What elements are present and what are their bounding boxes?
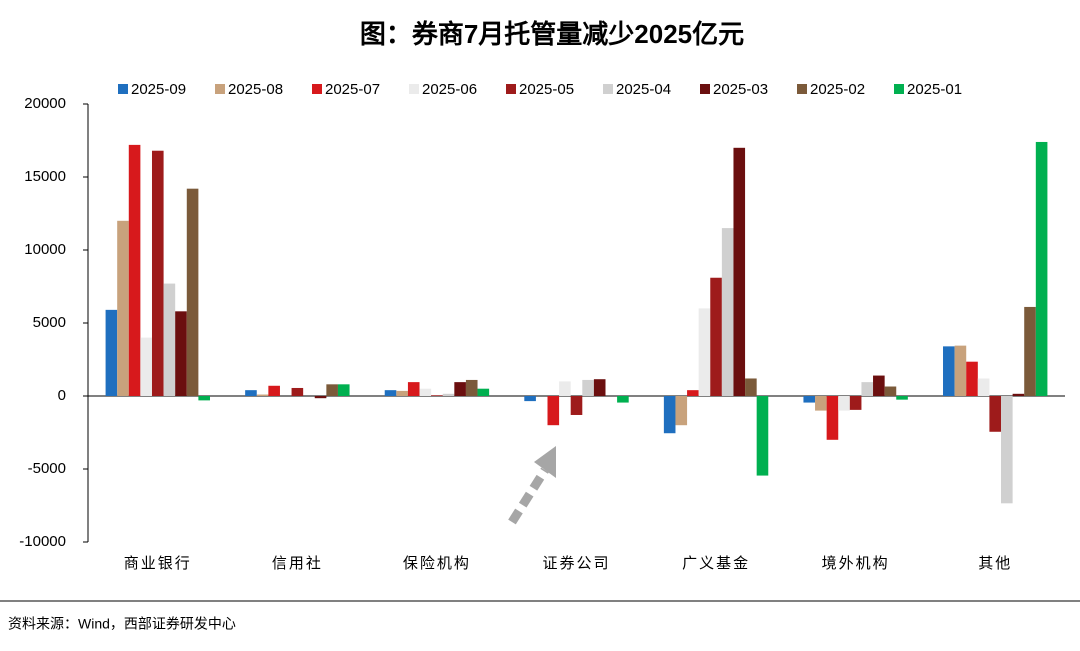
bar — [547, 396, 560, 426]
bar — [524, 396, 536, 402]
bar — [698, 308, 711, 396]
bar — [140, 337, 152, 396]
legend-swatch — [797, 84, 807, 94]
bar — [326, 384, 338, 396]
bar — [163, 283, 176, 396]
bar — [419, 388, 432, 396]
legend-swatch — [506, 84, 516, 94]
y-tick-label: 20000 — [24, 95, 66, 112]
x-tick-label: 广义基金 — [682, 555, 750, 572]
bar — [245, 390, 257, 396]
bar — [268, 385, 280, 396]
legend-swatch — [894, 84, 904, 94]
bar — [407, 382, 420, 396]
bar — [710, 277, 722, 396]
bar — [849, 396, 862, 410]
bar — [803, 396, 816, 403]
y-tick-label: 5000 — [33, 314, 66, 331]
legend-label: 2025-05 — [519, 81, 574, 98]
bar — [1035, 141, 1048, 396]
y-tick-label: -10000 — [19, 533, 66, 550]
legend-swatch — [700, 84, 710, 94]
legend-label: 2025-02 — [810, 81, 865, 98]
x-tick-label: 证券公司 — [542, 555, 610, 572]
bar — [256, 394, 269, 396]
bar — [431, 395, 443, 396]
x-tick-label: 商业银行 — [124, 555, 192, 572]
bar — [733, 147, 746, 396]
bar — [884, 386, 897, 396]
bar — [977, 378, 990, 396]
bar — [593, 379, 606, 396]
legend-label: 2025-04 — [616, 81, 671, 98]
bar — [151, 150, 164, 396]
source: 资料来源：Wind，西部证券研发中心 — [8, 616, 236, 632]
bar — [337, 384, 350, 396]
legend-label: 2025-09 — [131, 81, 186, 98]
bar — [582, 379, 594, 396]
bar — [989, 396, 1002, 432]
bar — [291, 387, 304, 396]
x-tick-label: 保险机构 — [403, 555, 471, 572]
y-tick-label: 0 — [58, 387, 66, 404]
bar — [675, 396, 688, 426]
arrow — [508, 446, 556, 525]
x-tick-label: 信用社 — [272, 555, 323, 572]
bar — [617, 396, 629, 403]
bar — [175, 311, 187, 396]
bar — [117, 220, 129, 396]
legend-swatch — [215, 84, 225, 94]
y-tick-label: -5000 — [28, 460, 66, 477]
bar — [442, 393, 455, 396]
legend-swatch — [312, 84, 322, 94]
bar — [465, 379, 478, 396]
bar — [954, 345, 967, 396]
bar — [105, 309, 118, 396]
bar — [477, 388, 490, 396]
legend-label: 2025-01 — [907, 81, 962, 98]
bar — [128, 144, 141, 396]
bar — [873, 375, 885, 396]
bar — [314, 396, 327, 399]
bar — [966, 361, 978, 396]
bar — [838, 396, 850, 411]
bar — [687, 390, 699, 396]
bar — [896, 396, 908, 400]
legend-label: 2025-08 — [228, 81, 283, 98]
bar — [826, 396, 839, 440]
bar — [570, 396, 583, 415]
legend-label: 2025-06 — [422, 81, 477, 98]
legend-swatch — [409, 84, 419, 94]
bar — [454, 382, 466, 396]
bar — [1012, 393, 1025, 396]
legend-swatch — [118, 84, 128, 94]
bar — [384, 390, 397, 396]
legend-swatch — [603, 84, 613, 94]
bar — [861, 382, 874, 396]
bar — [745, 378, 757, 396]
y-tick-label: 10000 — [24, 241, 66, 258]
bar — [1001, 396, 1013, 504]
bar — [1024, 306, 1036, 396]
bar — [663, 396, 676, 434]
x-tick-label: 境外机构 — [822, 554, 890, 572]
bar — [186, 188, 199, 396]
bar — [815, 396, 827, 411]
bar — [396, 390, 408, 396]
bar — [721, 228, 734, 396]
bar — [198, 396, 210, 401]
legend-label: 2025-07 — [325, 81, 380, 98]
y-tick-label: 15000 — [24, 168, 66, 185]
bar — [559, 381, 571, 396]
legend-label: 2025-03 — [713, 81, 768, 98]
bar — [943, 346, 955, 396]
bar — [756, 396, 769, 476]
x-tick-label: 其他 — [978, 555, 1012, 572]
chart-title: 图：券商7月托管量减少2025亿元 — [360, 19, 744, 49]
